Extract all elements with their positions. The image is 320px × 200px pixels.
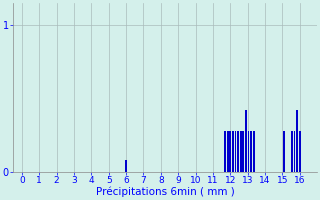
Bar	[240, 131, 242, 172]
X-axis label: Précipitations 6min ( mm ): Précipitations 6min ( mm )	[96, 187, 235, 197]
Bar	[237, 131, 239, 172]
Bar	[294, 131, 295, 172]
Bar	[250, 131, 252, 172]
Bar	[299, 131, 301, 172]
Bar	[248, 131, 249, 172]
Bar	[253, 131, 255, 172]
Bar	[125, 160, 127, 172]
Bar	[224, 131, 226, 172]
Bar	[229, 131, 231, 172]
Bar	[232, 131, 234, 172]
Bar	[235, 131, 236, 172]
Bar	[227, 131, 228, 172]
Bar	[243, 131, 244, 172]
Bar	[291, 131, 293, 172]
Bar	[283, 131, 285, 172]
Bar	[245, 110, 247, 172]
Bar	[296, 110, 298, 172]
